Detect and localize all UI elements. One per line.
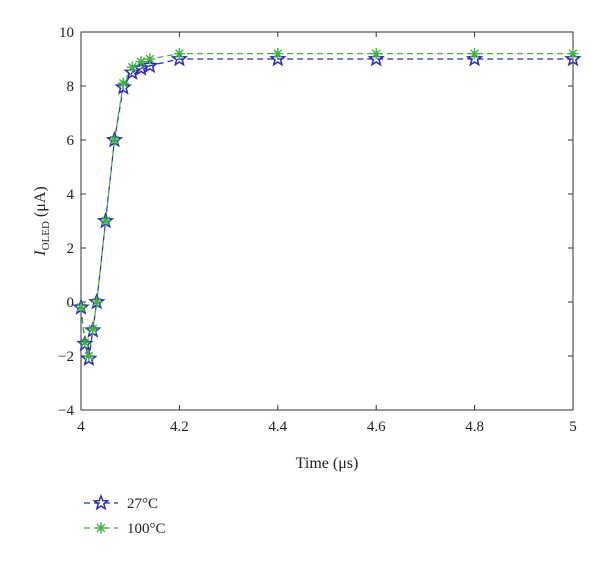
y-tick-label: −2 [58,349,74,365]
y-tick-label: 2 [67,241,75,257]
axis-tick-labels: 4 4.2 4.4 4.6 4.8 5 −4 −2 0 2 4 6 8 10 [58,25,577,435]
series-1-point [367,49,385,67]
legend-label: 100°C [127,521,166,537]
axis-ticks [80,31,574,411]
series-1-point [141,56,159,74]
series-2-point [144,53,156,65]
y-tick-label: 10 [59,25,74,41]
series-2-point [91,296,103,308]
series-1-point [170,49,189,67]
series-2-point [173,48,185,60]
legend-marker [95,522,107,534]
x-tick-label: 5 [569,419,577,435]
series-2-point [75,301,87,313]
series-1-point [465,49,484,67]
series-2-point [135,56,147,68]
series-2-point [108,134,120,146]
plot-area [80,31,574,411]
x-tick-label: 4.6 [367,419,386,435]
y-axis-label-subscript: OLED [40,221,52,250]
series-2-point [79,337,91,348]
legend: 27°C 100°C [84,493,166,537]
y-axis-label-symbol: I [32,250,49,257]
legend-marker [92,493,110,511]
y-tick-label: 4 [67,187,75,203]
x-tick-label: 4.8 [465,419,484,435]
series-2-point [117,77,129,89]
y-tick-label: 8 [67,79,75,95]
series-markers [72,48,582,367]
x-axis-label: Time (μs) [296,455,359,472]
x-tick-label: 4 [77,419,85,435]
series-1-point [114,78,132,95]
series-2-point [272,48,284,60]
x-tick-label: 4.4 [268,419,287,435]
y-tick-label: 6 [67,133,75,149]
series-2-point [126,61,138,73]
legend-label: 27°C [127,496,158,512]
series-2-point [370,48,382,60]
series-2-point [83,350,95,362]
x-tick-label: 4.2 [170,419,189,435]
series-1-point [564,49,582,67]
y-axis-label-unit: (μA) [32,186,49,217]
series-1-point [269,49,287,67]
y-tick-label: −4 [58,403,74,419]
y-axis-label: IOLED (μA) [32,186,52,256]
y-tick-label: 0 [67,295,75,311]
series-2-point [567,48,579,60]
series-2-point [469,48,481,60]
series-line-1 [80,58,573,359]
series-2-point [100,215,112,227]
series-2-point [87,323,99,335]
